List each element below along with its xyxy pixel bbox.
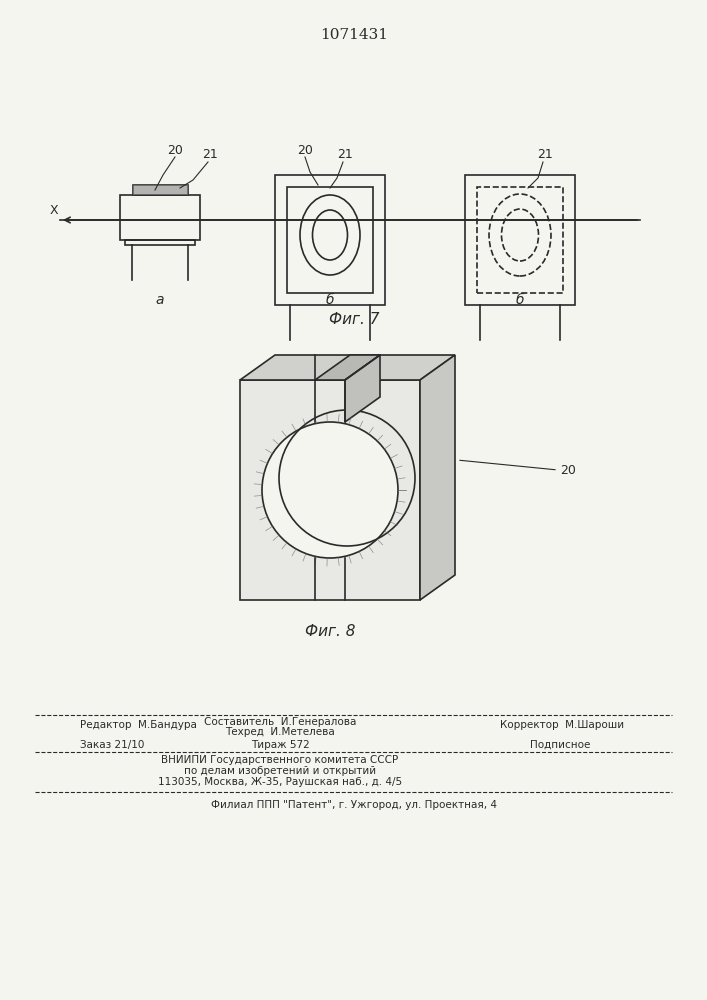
Text: 20: 20 — [560, 464, 576, 477]
Polygon shape — [315, 355, 380, 380]
Text: X: X — [49, 204, 58, 217]
Bar — [287, 187, 373, 293]
Text: Редактор  М.Бандура: Редактор М.Бандура — [80, 720, 197, 730]
Text: 20: 20 — [167, 143, 183, 156]
Text: Фиг. 8: Фиг. 8 — [305, 624, 355, 640]
Polygon shape — [345, 355, 380, 422]
Text: Корректор  М.Шароши: Корректор М.Шароши — [500, 720, 624, 730]
Bar — [132, 185, 187, 195]
Bar — [132, 185, 187, 195]
Bar — [120, 195, 200, 240]
Bar — [477, 187, 563, 293]
Ellipse shape — [262, 422, 398, 558]
Text: Тираж 572: Тираж 572 — [250, 740, 310, 750]
Text: Подписное: Подписное — [530, 740, 590, 750]
Text: Составитель  И.Генералова: Составитель И.Генералова — [204, 717, 356, 727]
Text: 21: 21 — [537, 148, 553, 161]
Text: а: а — [156, 293, 164, 307]
Polygon shape — [240, 355, 455, 380]
Text: Фиг. 7: Фиг. 7 — [329, 312, 379, 328]
Text: 1071431: 1071431 — [320, 28, 388, 42]
Bar — [275, 175, 385, 305]
Polygon shape — [420, 355, 455, 600]
Text: 21: 21 — [337, 148, 353, 161]
Text: б: б — [326, 293, 334, 307]
Text: б: б — [515, 293, 525, 307]
Text: по делам изобретений и открытий: по делам изобретений и открытий — [184, 766, 376, 776]
Text: Заказ 21/10: Заказ 21/10 — [80, 740, 144, 750]
Text: 113035, Москва, Ж-35, Раушская наб., д. 4/5: 113035, Москва, Ж-35, Раушская наб., д. … — [158, 777, 402, 787]
Bar — [125, 240, 195, 245]
Text: ВНИИПИ Государственного комитета СССР: ВНИИПИ Государственного комитета СССР — [161, 755, 399, 765]
Polygon shape — [240, 380, 420, 600]
Text: 21: 21 — [202, 148, 218, 161]
Text: 20: 20 — [297, 143, 313, 156]
Text: Техред  И.Метелева: Техред И.Метелева — [225, 727, 335, 737]
Bar — [465, 175, 575, 305]
Text: Филиал ППП "Патент", г. Ужгород, ул. Проектная, 4: Филиал ППП "Патент", г. Ужгород, ул. Про… — [211, 800, 497, 810]
